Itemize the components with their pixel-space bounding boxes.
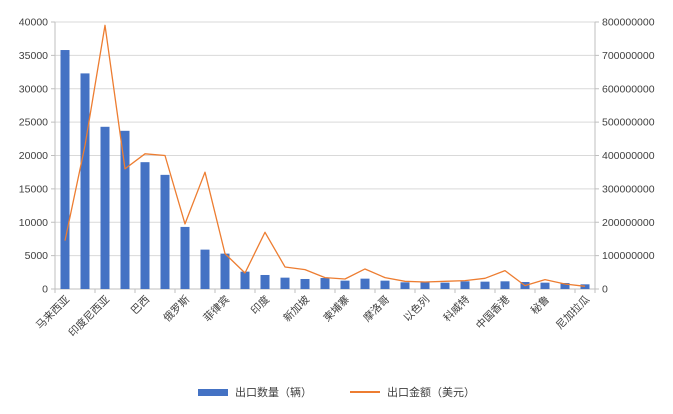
- export-quantity-bar: [480, 281, 490, 289]
- export-quantity-bar: [560, 282, 570, 289]
- y-axis-right-tick-label: 200000000: [602, 217, 655, 229]
- export-quantity-bar: [400, 282, 410, 289]
- export-quantity-bar: [300, 278, 310, 289]
- export-quantity-bar: [280, 277, 290, 289]
- export-quantity-bar: [100, 126, 110, 289]
- x-axis-category-label: 尼加拉瓜: [553, 293, 592, 332]
- x-axis-category-label: 新加坡: [281, 293, 313, 325]
- export-quantity-bar: [540, 282, 550, 289]
- legend-label-export-amount: 出口金额（美元）: [387, 387, 475, 399]
- x-axis-category-label: 俄罗斯: [161, 293, 193, 325]
- x-axis-category-label: 摩洛哥: [361, 293, 392, 324]
- export-quantity-bar: [380, 280, 390, 289]
- x-axis-category-label: 中国香港: [473, 293, 512, 332]
- export-quantity-bar: [320, 277, 330, 289]
- y-axis-left-tick-label: 0: [42, 284, 48, 296]
- export-quantity-bar: [420, 282, 430, 289]
- export-quantity-bar: [460, 281, 470, 289]
- export-quantity-bar: [500, 281, 510, 289]
- y-axis-right-tick-label: 600000000: [602, 83, 655, 95]
- y-axis-right-tick-label: 100000000: [602, 250, 655, 262]
- x-axis-category-label: 巴西: [129, 294, 152, 317]
- export-quantity-bar: [180, 226, 190, 289]
- export-quantity-bar: [200, 249, 210, 289]
- line-series-swatch: [350, 391, 380, 393]
- y-axis-left-tick-label: 30000: [19, 83, 48, 95]
- x-axis-category-label: 秘鲁: [528, 293, 552, 317]
- y-axis-right-tick-label: 800000000: [602, 17, 655, 29]
- chart-legend: 出口数量（辆） 出口金额（美元）: [0, 384, 673, 400]
- y-axis-right-tick-label: 700000000: [602, 50, 655, 62]
- y-axis-right-tick-label: 400000000: [602, 150, 655, 162]
- y-axis-left-tick-label: 35000: [19, 50, 48, 62]
- y-axis-right-tick-label: 500000000: [602, 117, 655, 129]
- y-axis-left-tick-label: 10000: [19, 217, 48, 229]
- export-quantity-bar: [240, 271, 250, 289]
- export-quantity-bar: [360, 278, 370, 289]
- export-quantity-bar: [80, 73, 90, 290]
- export-quantity-bar: [260, 274, 270, 289]
- y-axis-left-tick-label: 25000: [19, 117, 48, 129]
- legend-label-export-quantity: 出口数量（辆）: [235, 387, 312, 399]
- export-amount-line: [64, 24, 586, 287]
- export-quantity-bar: [440, 282, 450, 289]
- x-axis-category-label: 马来西亚: [34, 293, 73, 332]
- y-axis-left-tick-label: 20000: [19, 150, 48, 162]
- export-quantity-bar: [220, 253, 230, 289]
- export-quantity-bar: [60, 50, 70, 289]
- bar-series-swatch: [198, 388, 228, 396]
- export-quantity-bar: [120, 130, 130, 289]
- x-axis-category-label: 印度: [248, 293, 272, 317]
- legend-item-export-amount: 出口金额（美元）: [350, 384, 475, 400]
- export-quantity-bar: [340, 280, 350, 289]
- export-quantity-bar: [580, 284, 590, 289]
- y-axis-left-tick-label: 15000: [19, 183, 48, 195]
- legend-item-export-quantity: 出口数量（辆）: [198, 384, 312, 400]
- x-axis-category-label: 柬埔寨: [321, 293, 353, 325]
- x-axis-category-label: 菲律宾: [201, 293, 232, 324]
- y-axis-left-tick-label: 40000: [19, 17, 48, 29]
- x-axis-category-label: 以色列: [401, 293, 432, 324]
- export-quantity-bar: [160, 174, 170, 289]
- y-axis-left-tick-label: 5000: [25, 250, 49, 262]
- x-axis-category-label: 科威特: [441, 293, 473, 325]
- export-quantity-bar: [140, 162, 150, 289]
- y-axis-right-tick-label: 0: [602, 284, 608, 296]
- x-axis-category-label: 印度尼西亚: [66, 293, 113, 340]
- y-axis-right-tick-label: 300000000: [602, 183, 655, 195]
